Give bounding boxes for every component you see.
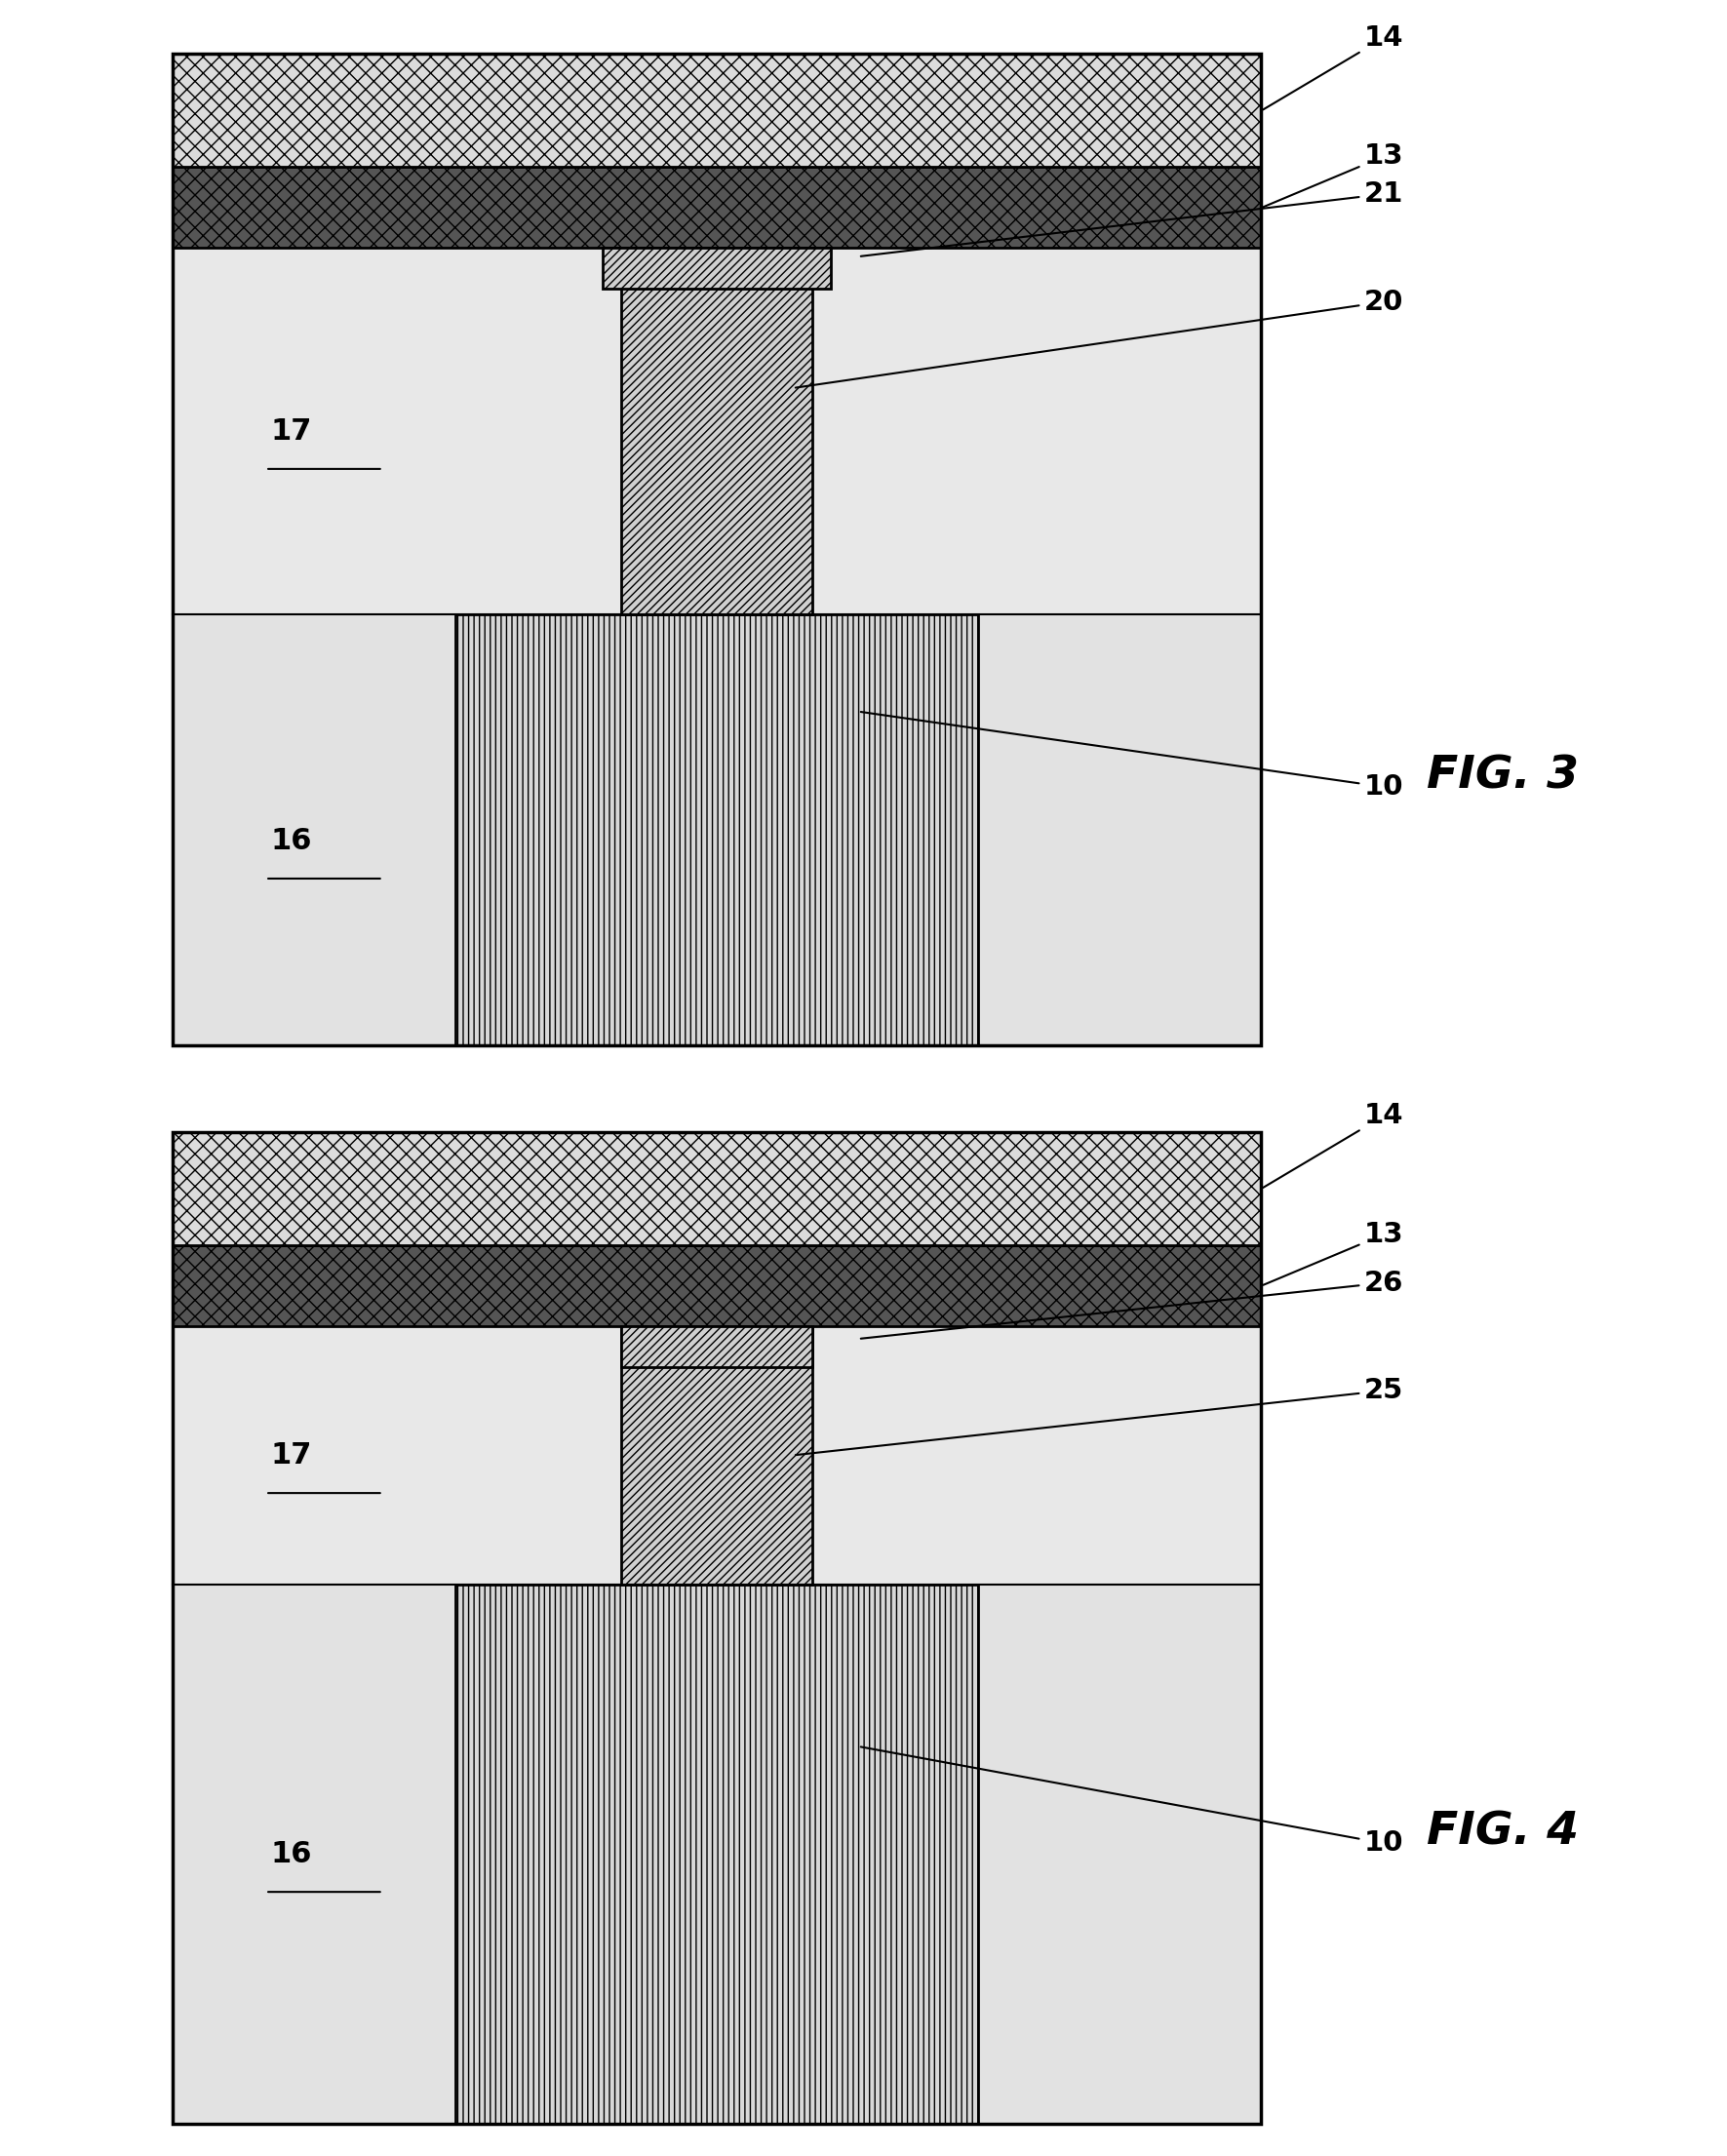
Bar — [622, 1326, 812, 1585]
Bar — [173, 614, 1261, 1046]
Text: 14: 14 — [1262, 1102, 1404, 1188]
Bar — [622, 1326, 812, 1367]
Text: 16: 16 — [271, 1839, 313, 1869]
Text: FIG. 3: FIG. 3 — [1427, 755, 1578, 798]
Bar — [173, 1132, 1261, 1246]
Bar — [456, 614, 977, 1046]
Bar — [173, 54, 1261, 1046]
Text: 10: 10 — [860, 711, 1404, 800]
Text: 16: 16 — [271, 826, 313, 856]
Bar — [173, 248, 1261, 614]
Text: 13: 13 — [1262, 142, 1404, 207]
Text: 21: 21 — [860, 181, 1404, 257]
Bar — [173, 1246, 1261, 1326]
Text: 14: 14 — [1262, 24, 1404, 110]
Text: 13: 13 — [1262, 1220, 1404, 1285]
Bar — [173, 1132, 1261, 2124]
Bar — [173, 168, 1261, 248]
Text: 25: 25 — [796, 1378, 1404, 1455]
Text: 26: 26 — [860, 1270, 1404, 1339]
Bar — [622, 248, 812, 614]
Bar — [173, 1326, 1261, 1585]
Bar — [173, 1585, 1261, 2124]
Text: 17: 17 — [271, 1440, 313, 1470]
Bar — [173, 54, 1261, 168]
Bar — [456, 1585, 977, 2124]
Text: 17: 17 — [271, 416, 313, 446]
Bar — [603, 248, 831, 289]
Text: 10: 10 — [860, 1746, 1404, 1856]
Text: 20: 20 — [796, 289, 1404, 388]
Text: FIG. 4: FIG. 4 — [1427, 1811, 1578, 1854]
